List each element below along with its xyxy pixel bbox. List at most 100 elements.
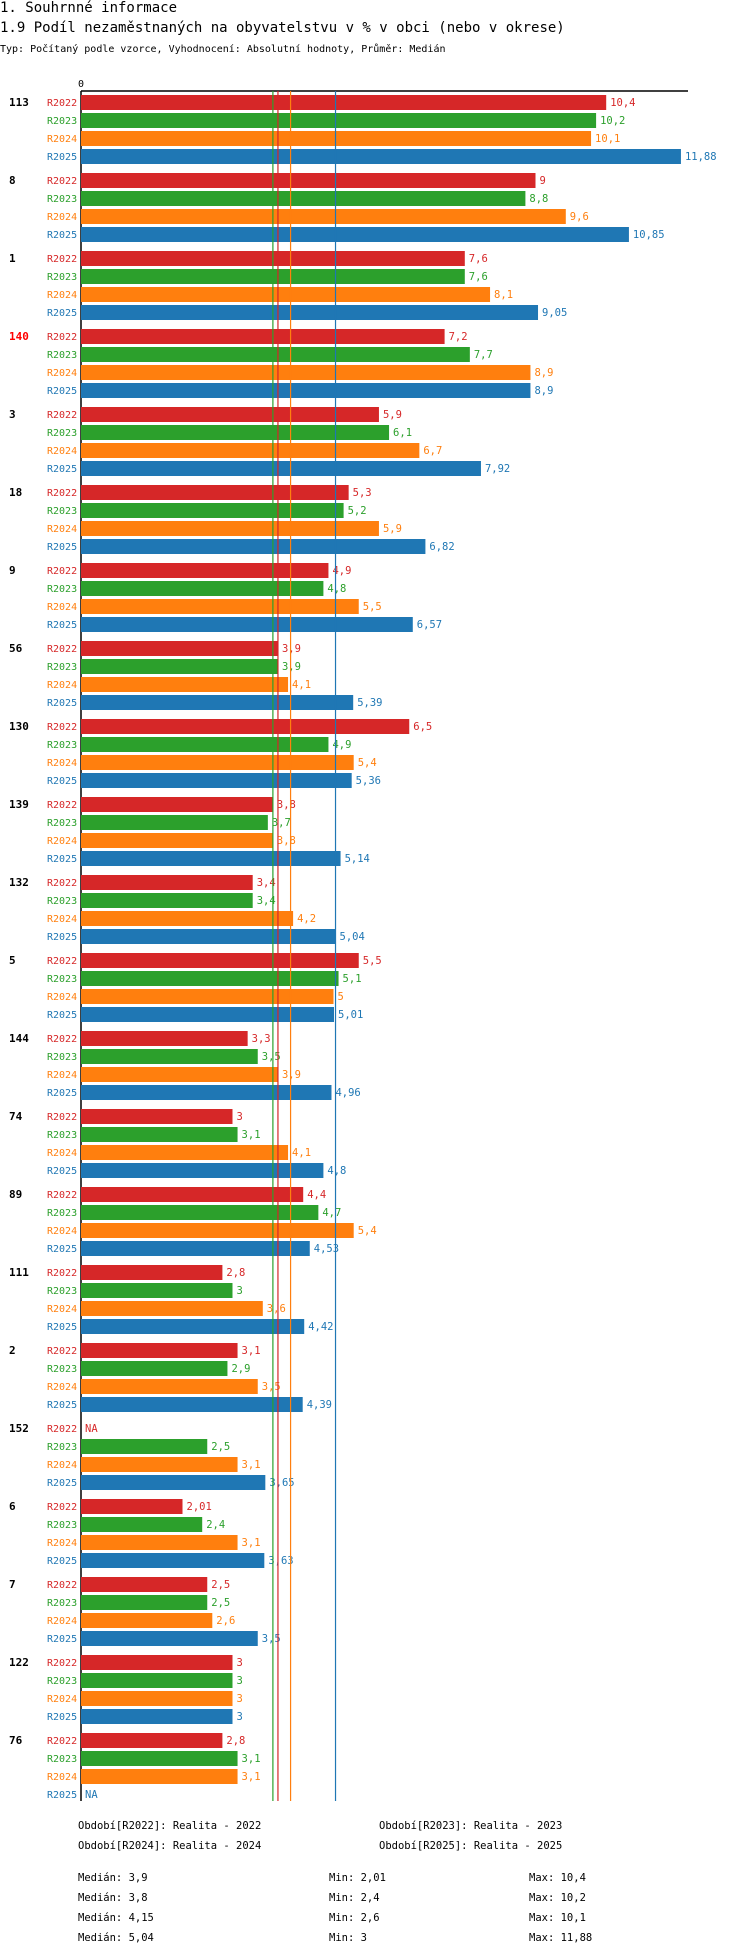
series-label-18-R2023: R2023 (47, 506, 77, 517)
bar-111-R2025 (81, 1319, 305, 1334)
group-label-7: 7 (9, 1578, 16, 1591)
value-label-139-R2025: 5,14 (345, 853, 370, 865)
series-label-89-R2025: R2025 (47, 1244, 77, 1255)
bar-140-R2022 (81, 329, 445, 344)
value-label-76-R2022: 2,8 (226, 1735, 245, 1747)
group-label-132: 132 (9, 876, 29, 889)
series-label-74-R2022: R2022 (47, 1112, 77, 1123)
series-label-111-R2022: R2022 (47, 1268, 77, 1279)
bar-89-R2024 (81, 1223, 354, 1238)
bar-113-R2023 (81, 113, 597, 128)
series-label-2-R2025: R2025 (47, 1400, 77, 1411)
stat-min-r2023: Min: 2,4 (329, 1892, 380, 1904)
series-label-2-R2023: R2023 (47, 1364, 77, 1375)
series-label-111-R2025: R2025 (47, 1322, 77, 1333)
bar-56-R2022 (81, 641, 278, 656)
value-label-76-R2023: 3,1 (242, 1753, 261, 1765)
series-label-5-R2025: R2025 (47, 1010, 77, 1021)
stat-max-r2022: Max: 10,4 (529, 1872, 586, 1884)
bar-132-R2022 (81, 875, 253, 890)
value-label-6-R2023: 2,4 (206, 1519, 225, 1531)
bar-7-R2024 (81, 1613, 213, 1628)
value-label-8-R2024: 9,6 (570, 211, 589, 223)
legend-r2023: Období[R2023]: Realita - 2023 (379, 1820, 563, 1832)
stat-median-r2025: Medián: 5,04 (78, 1932, 154, 1944)
series-label-152-R2023: R2023 (47, 1442, 77, 1453)
bar-74-R2022 (81, 1109, 233, 1124)
series-label-130-R2024: R2024 (47, 758, 77, 769)
bar-130-R2023 (81, 737, 329, 752)
series-label-132-R2023: R2023 (47, 896, 77, 907)
value-label-56-R2022: 3,9 (282, 643, 301, 655)
series-label-122-R2025: R2025 (47, 1712, 77, 1723)
bar-132-R2025 (81, 929, 336, 944)
series-label-5-R2024: R2024 (47, 992, 77, 1003)
value-label-132-R2024: 4,2 (297, 913, 316, 925)
group-label-56: 56 (9, 642, 23, 655)
value-label-152-R2022: NA (85, 1423, 98, 1435)
value-label-130-R2023: 4,9 (332, 739, 351, 751)
bar-144-R2022 (81, 1031, 248, 1046)
value-label-122-R2022: 3 (237, 1657, 243, 1669)
group-label-18: 18 (9, 486, 22, 499)
series-label-139-R2022: R2022 (47, 800, 77, 811)
group-label-152: 152 (9, 1422, 29, 1435)
series-label-113-R2022: R2022 (47, 98, 77, 109)
series-label-111-R2023: R2023 (47, 1286, 77, 1297)
value-label-144-R2023: 3,5 (262, 1051, 281, 1063)
series-label-9-R2024: R2024 (47, 602, 77, 613)
bar-6-R2022 (81, 1499, 183, 1514)
series-label-140-R2024: R2024 (47, 368, 77, 379)
value-label-122-R2024: 3 (237, 1693, 243, 1705)
value-label-7-R2024: 2,6 (216, 1615, 235, 1627)
series-label-122-R2024: R2024 (47, 1694, 77, 1705)
bar-1-R2025 (81, 305, 539, 320)
series-label-122-R2022: R2022 (47, 1658, 77, 1669)
value-label-5-R2023: 5,1 (343, 973, 362, 985)
group-label-89: 89 (9, 1188, 22, 1201)
value-label-7-R2022: 2,5 (211, 1579, 230, 1591)
bar-139-R2025 (81, 851, 341, 866)
series-label-113-R2025: R2025 (47, 152, 77, 163)
value-label-6-R2022: 2,01 (187, 1501, 212, 1513)
value-label-113-R2022: 10,4 (610, 97, 635, 109)
value-label-1-R2022: 7,6 (469, 253, 488, 265)
value-label-139-R2023: 3,7 (272, 817, 291, 829)
series-label-76-R2024: R2024 (47, 1772, 77, 1783)
series-label-8-R2022: R2022 (47, 176, 77, 187)
bar-5-R2025 (81, 1007, 335, 1022)
bar-3-R2022 (81, 407, 379, 422)
series-label-1-R2023: R2023 (47, 272, 77, 283)
series-label-7-R2024: R2024 (47, 1616, 77, 1627)
series-label-152-R2025: R2025 (47, 1478, 77, 1489)
value-label-1-R2025: 9,05 (542, 307, 567, 319)
series-label-5-R2023: R2023 (47, 974, 77, 985)
stat-min-r2022: Min: 2,01 (329, 1872, 386, 1884)
bar-6-R2025 (81, 1553, 265, 1568)
series-label-9-R2023: R2023 (47, 584, 77, 595)
bar-6-R2023 (81, 1517, 203, 1532)
value-label-3-R2023: 6,1 (393, 427, 412, 439)
series-label-1-R2024: R2024 (47, 290, 77, 301)
stat-max-r2023: Max: 10,2 (529, 1892, 586, 1904)
series-label-144-R2024: R2024 (47, 1070, 77, 1081)
value-label-130-R2025: 5,36 (356, 775, 381, 787)
bar-2-R2025 (81, 1397, 303, 1412)
value-label-18-R2025: 6,82 (429, 541, 454, 553)
series-label-140-R2023: R2023 (47, 350, 77, 361)
series-label-18-R2024: R2024 (47, 524, 77, 535)
bar-8-R2023 (81, 191, 526, 206)
value-label-132-R2025: 5,04 (340, 931, 365, 943)
series-label-139-R2023: R2023 (47, 818, 77, 829)
series-label-3-R2025: R2025 (47, 464, 77, 475)
value-label-8-R2025: 10,85 (633, 229, 665, 241)
value-label-18-R2024: 5,9 (383, 523, 402, 535)
bar-130-R2022 (81, 719, 410, 734)
bar-152-R2024 (81, 1457, 238, 1472)
bar-8-R2025 (81, 227, 629, 242)
value-label-74-R2022: 3 (237, 1111, 243, 1123)
bar-7-R2023 (81, 1595, 208, 1610)
bar-56-R2023 (81, 659, 278, 674)
bar-111-R2023 (81, 1283, 233, 1298)
bar-152-R2025 (81, 1475, 266, 1490)
